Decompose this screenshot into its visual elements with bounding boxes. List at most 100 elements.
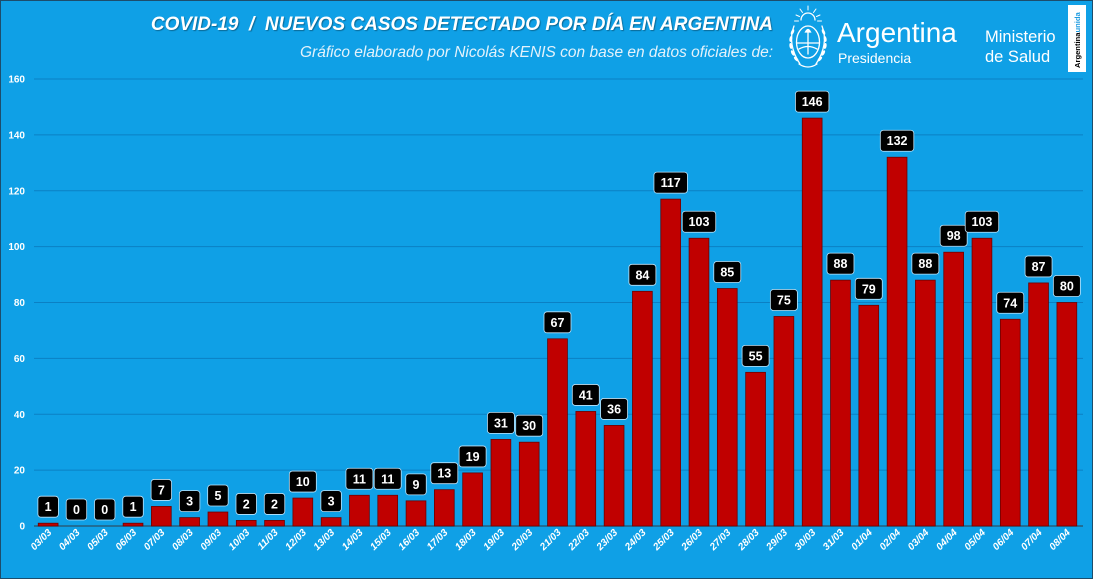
data-label-box [458,445,487,468]
x-tick-label: 25/03 [651,527,677,553]
data-label-box [964,210,1000,233]
data-label-box [235,493,257,515]
x-tick-label: 05/04 [963,527,989,553]
x-tick-label: 06/04 [991,527,1017,553]
x-tick-label: 06/03 [114,527,140,553]
x-tick-label: 04/04 [934,527,960,553]
data-label-box [911,252,940,275]
bar-29-03 [773,316,795,527]
bar-07-04 [1028,282,1049,527]
x-tick-label: 07/04 [1019,527,1045,553]
badge-text-part-2: unida [1073,12,1082,33]
bar-11-03 [264,520,285,527]
data-label: 10 [296,475,310,489]
ministerio-line-1: Ministerio [985,28,1056,46]
data-label: 1 [130,500,137,514]
data-label: 146 [802,95,823,109]
data-label: 98 [947,229,961,243]
y-tick-labels: 0 20 40 60 80 100 120 140 160 [8,75,25,533]
y-tick-label: 100 [8,242,25,253]
data-label-box [1052,275,1081,297]
data-label: 41 [579,388,593,402]
data-label-box [681,210,717,233]
data-label-box [37,495,59,518]
x-tick-label: 09/03 [199,527,225,553]
badge-text: Argentinaunida [1073,12,1082,68]
bar-08-03 [179,517,200,527]
data-label: 3 [186,495,193,509]
bar-08-04 [1056,302,1078,527]
y-tick-label: 20 [14,466,26,477]
data-label: 88 [918,257,932,271]
x-tick-label: 05/03 [85,527,111,553]
y-tick-label: 160 [8,75,25,86]
x-tick-label: 01/04 [849,527,875,553]
data-label: 88 [834,257,848,271]
bar-19-03 [490,438,512,527]
bar-17-03 [434,489,455,527]
data-label: 2 [271,497,278,511]
data-label: 11 [381,472,394,486]
x-tick-label: 15/03 [368,527,394,553]
x-tick-label: 19/03 [482,527,508,553]
x-tick-label: 07/03 [142,527,168,553]
bar-10-03 [235,520,257,527]
data-label: 117 [661,176,681,190]
data-label-box [288,470,317,493]
presidencia-logo-name: Argentina [837,17,957,48]
data-label: 103 [972,215,993,229]
data-label: 11 [353,472,366,486]
x-tick-label: 02/04 [878,527,904,553]
x-tick-label: 12/03 [283,527,309,553]
bar-06-04 [999,318,1021,527]
y-tick-label: 120 [8,186,25,197]
data-label-box [405,473,427,496]
data-label-box [430,462,459,485]
bar-20-03 [518,441,540,527]
bar-02-04 [886,156,908,527]
x-tick-label: 11/03 [256,527,281,552]
x-tick-label: 28/03 [736,527,762,553]
data-label-box [628,263,657,286]
ministerio-de-salud-logo: Ministerio de Salud [985,27,1056,67]
data-label: 87 [1032,260,1046,274]
x-tick-label: 08/04 [1047,527,1073,553]
data-label: 55 [749,349,763,363]
data-label-box [854,277,883,300]
data-label: 132 [887,134,908,148]
bar-28-03 [745,371,766,527]
data-label-box [996,291,1025,314]
bar-06-03 [122,522,144,527]
x-tick-label: 29/03 [764,527,790,553]
bar-15-03 [377,494,399,527]
data-label-box [345,467,374,490]
data-label-box [795,90,830,113]
x-tick-label: 18/03 [453,527,479,553]
bar-01-04 [858,304,880,527]
data-label-box [769,289,798,311]
data-label: 36 [607,402,621,416]
bar-26-03 [688,237,710,527]
x-tick-label: 21/03 [537,527,563,553]
x-tick-label: 24/03 [622,527,648,553]
y-tick-label: 80 [14,298,26,309]
ministerio-line-2: de Salud [985,48,1051,66]
data-label: 19 [466,450,480,464]
x-tick-label: 03/04 [906,527,932,553]
data-label-box [515,414,544,437]
data-label: 3 [328,495,335,509]
badge-text-part-1: Argentina [1073,32,1082,68]
bar-23-03 [603,425,625,527]
data-label-box [653,171,688,194]
x-tick-label: 16/03 [397,527,423,553]
data-label-box [207,484,229,507]
bar-18-03 [462,472,483,527]
bars [37,117,1078,527]
bar-21-03 [547,338,568,527]
y-tick-label: 40 [14,410,26,421]
x-tick-labels: 03/03 04/03 05/03 06/03 07/03 08/03 09/03 10/03… [29,527,1073,553]
bar-14-03 [349,494,370,527]
data-label-box [600,398,628,420]
data-label: 74 [1003,296,1017,310]
data-label: 1 [45,500,52,514]
